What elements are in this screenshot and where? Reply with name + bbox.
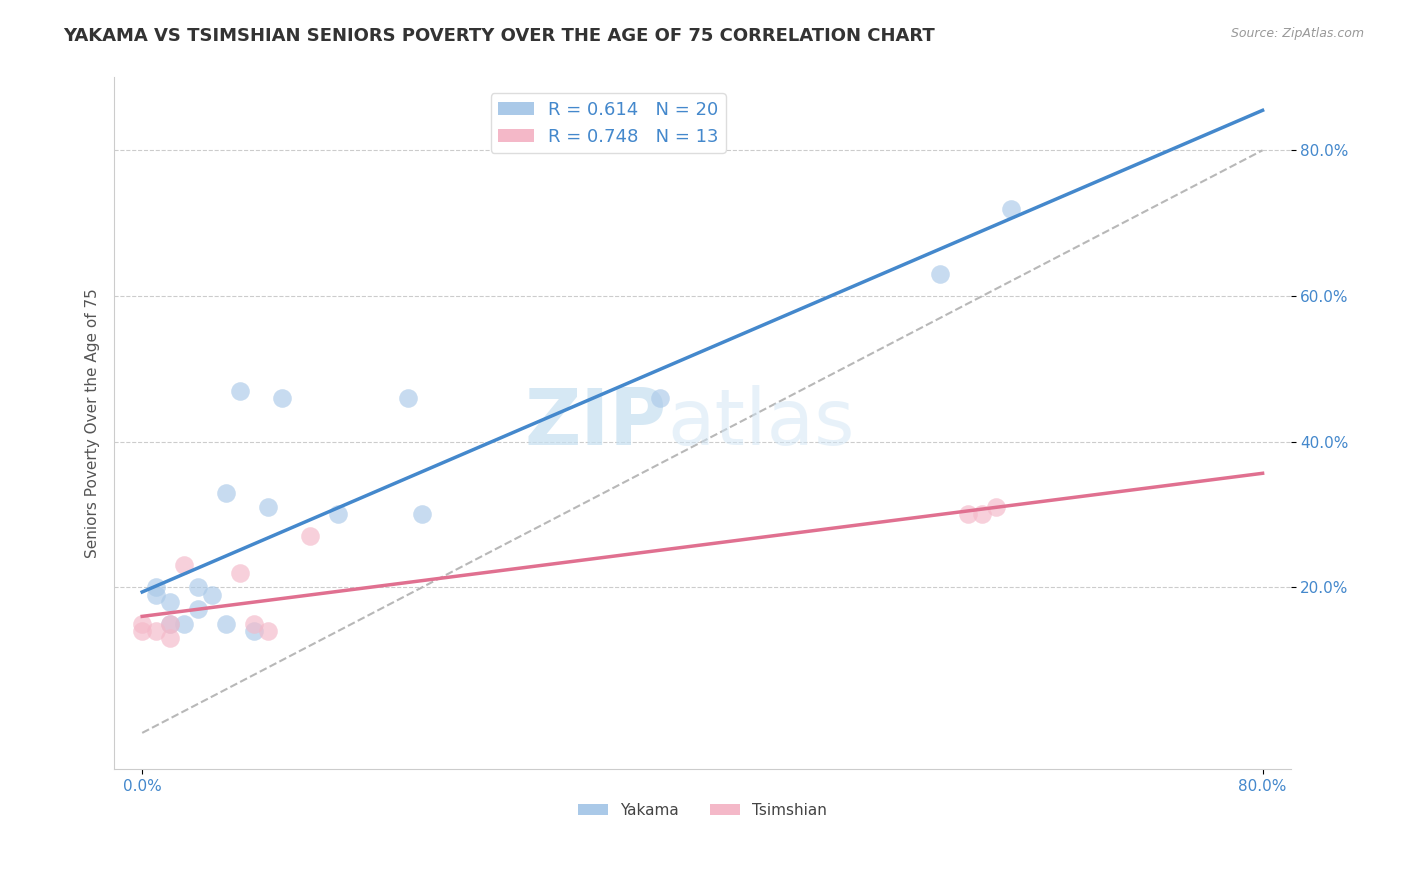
Point bbox=[173, 616, 195, 631]
Point bbox=[173, 558, 195, 573]
Text: atlas: atlas bbox=[666, 385, 855, 461]
Point bbox=[271, 391, 294, 405]
Point bbox=[145, 580, 167, 594]
Point bbox=[201, 587, 224, 601]
Point bbox=[159, 616, 181, 631]
Point bbox=[131, 624, 153, 638]
Point bbox=[972, 508, 994, 522]
Point bbox=[299, 529, 322, 543]
Point bbox=[243, 616, 266, 631]
Point bbox=[187, 602, 209, 616]
Point bbox=[159, 631, 181, 645]
Point bbox=[957, 508, 980, 522]
Point bbox=[159, 595, 181, 609]
Text: YAKAMA VS TSIMSHIAN SENIORS POVERTY OVER THE AGE OF 75 CORRELATION CHART: YAKAMA VS TSIMSHIAN SENIORS POVERTY OVER… bbox=[63, 27, 935, 45]
Point bbox=[257, 500, 280, 515]
Point bbox=[650, 391, 672, 405]
Y-axis label: Seniors Poverty Over the Age of 75: Seniors Poverty Over the Age of 75 bbox=[86, 288, 100, 558]
Legend: Yakama, Tsimshian: Yakama, Tsimshian bbox=[571, 797, 834, 824]
Point bbox=[328, 508, 350, 522]
Point bbox=[411, 508, 433, 522]
Point bbox=[187, 580, 209, 594]
Text: Source: ZipAtlas.com: Source: ZipAtlas.com bbox=[1230, 27, 1364, 40]
Point bbox=[229, 384, 252, 398]
Point bbox=[145, 587, 167, 601]
Point bbox=[257, 624, 280, 638]
Point bbox=[229, 566, 252, 580]
Point bbox=[215, 485, 238, 500]
Point bbox=[986, 500, 1008, 515]
Point bbox=[131, 616, 153, 631]
Point bbox=[396, 391, 419, 405]
Point bbox=[159, 616, 181, 631]
Point bbox=[215, 616, 238, 631]
Point bbox=[243, 624, 266, 638]
Point bbox=[929, 267, 952, 281]
Text: ZIP: ZIP bbox=[524, 385, 666, 461]
Point bbox=[145, 624, 167, 638]
Point bbox=[1000, 202, 1022, 216]
